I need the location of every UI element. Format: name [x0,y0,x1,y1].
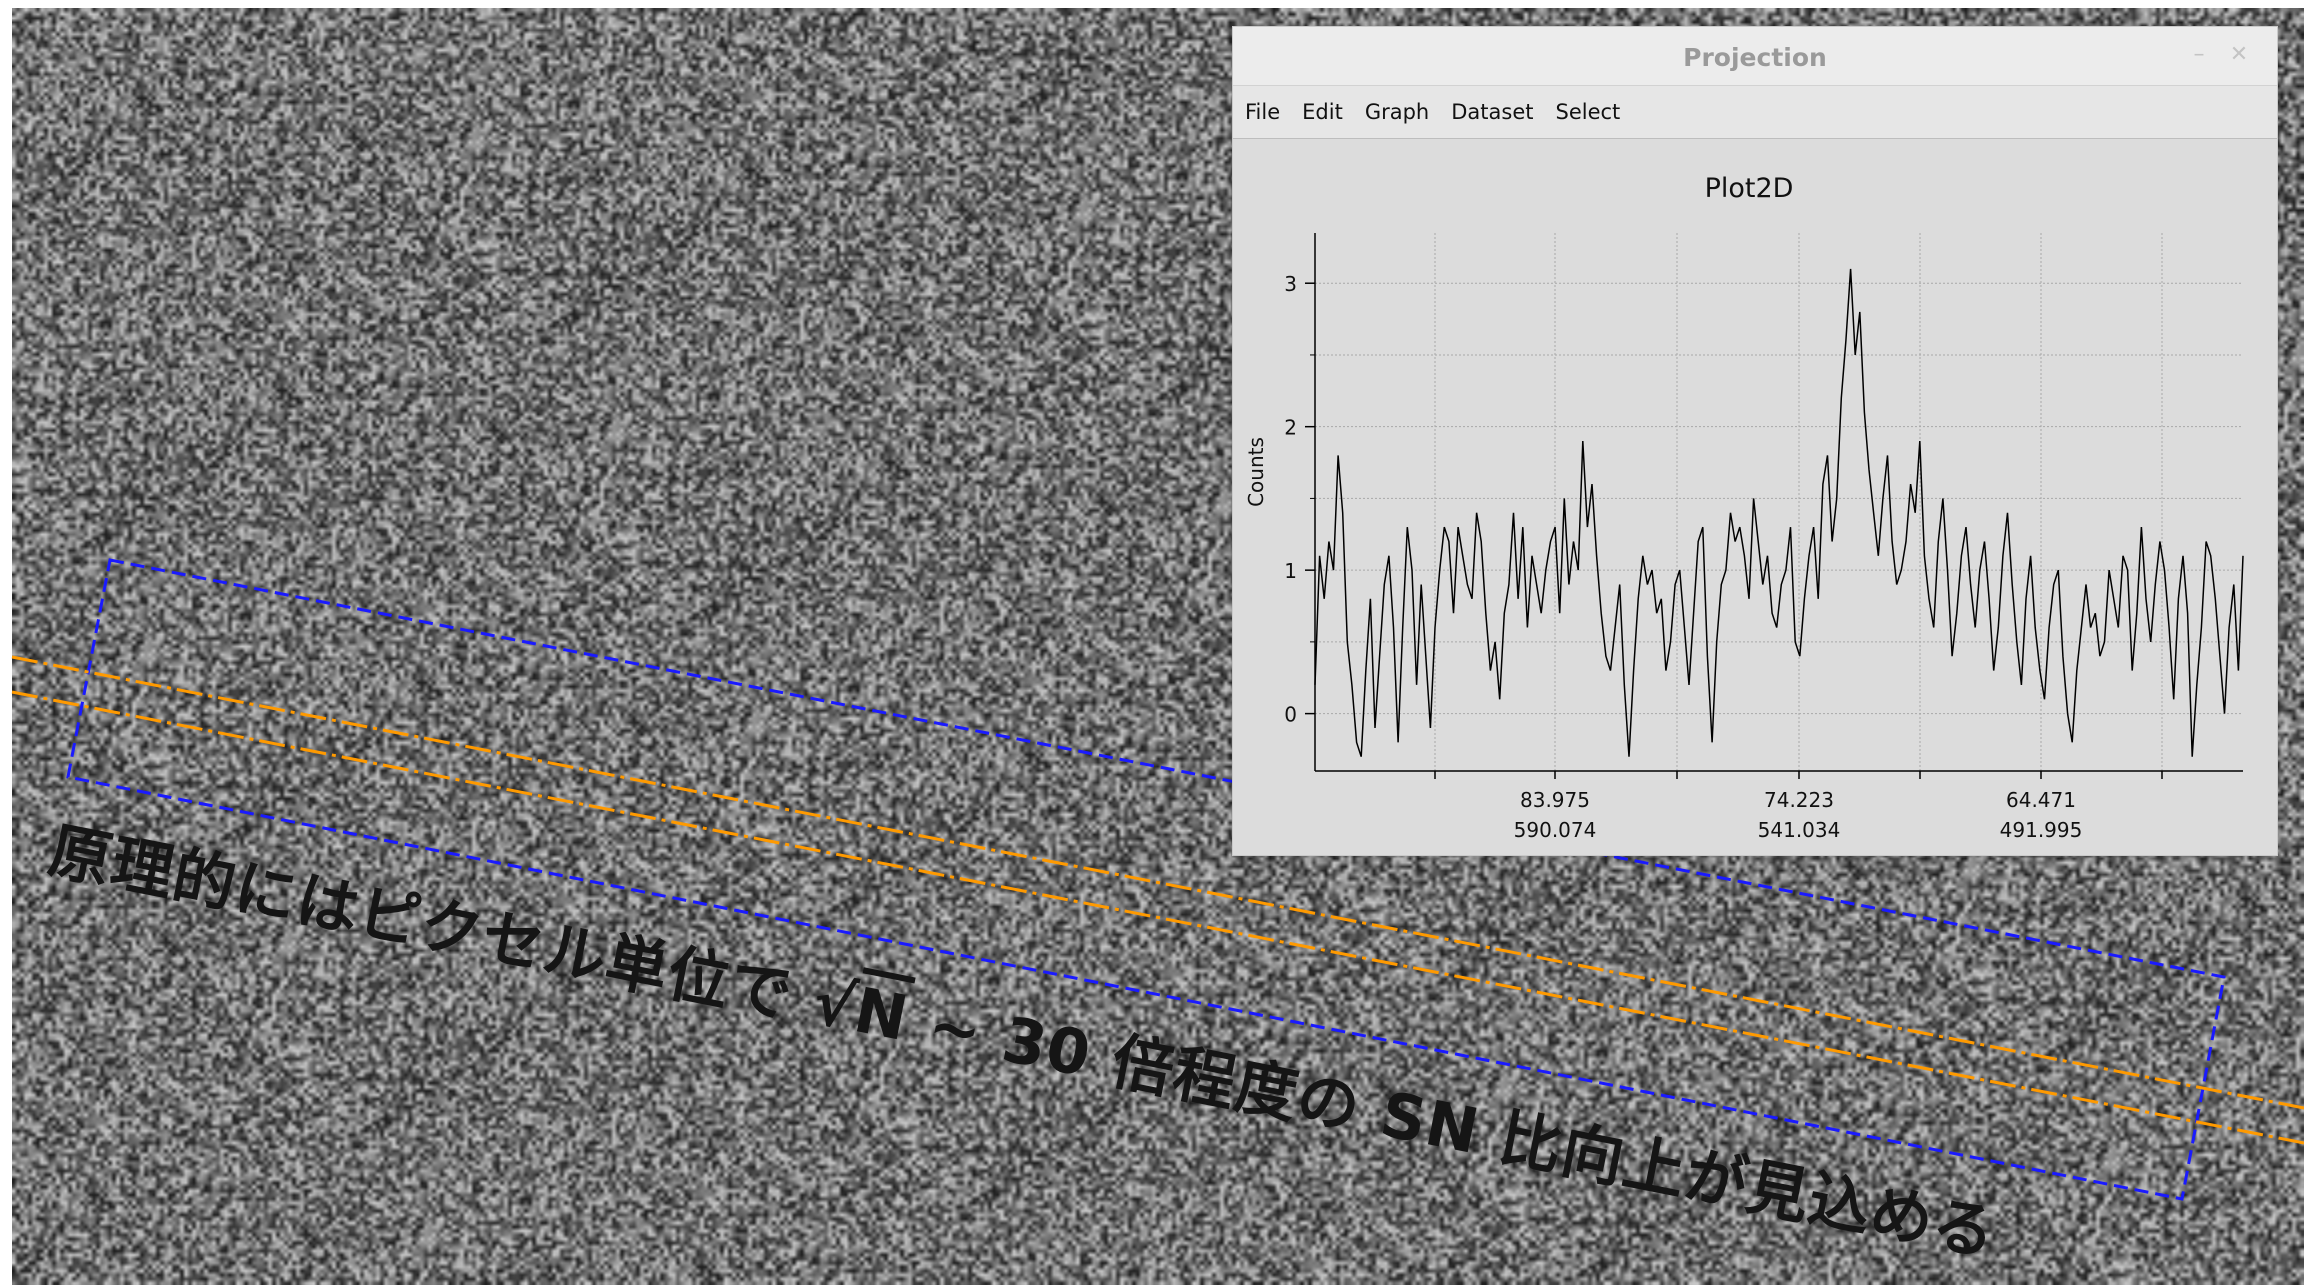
y-tick-label: 0 [1284,703,1297,727]
x-tick-label-bottom: 491.995 [2000,818,2083,842]
y-tick-label: 1 [1284,559,1297,583]
menu-file[interactable]: File [1245,100,1281,124]
projection-line-lower [11,690,2304,1145]
x-tick-label-top: 83.975 [1520,788,1590,812]
close-icon[interactable]: ✕ [2229,42,2249,67]
y-axis-label: Counts [1244,437,1268,507]
menu-dataset[interactable]: Dataset [1451,100,1534,124]
series-line [1314,268,2244,757]
menu-edit[interactable]: Edit [1302,100,1343,124]
y-tick-label: 3 [1284,272,1297,296]
x-tick-label-top: 64.471 [2006,788,2076,812]
y-tick-label: 2 [1284,416,1297,440]
x-tick-label-bottom: 590.074 [1514,818,1597,842]
projection-line-upper [11,655,2304,1110]
projection-window: Projection – ✕ File Edit Graph Dataset S… [1232,26,2278,856]
menu-bar: File Edit Graph Dataset Select [1233,86,2277,139]
window-title: Projection [1683,43,1827,72]
plot2d-chart: Plot2D 0 1 2 3 83.975 590.074 74.223 541.034 64.4… [1244,173,2244,855]
minimize-icon[interactable]: – [2193,42,2205,67]
x-tick-label-bottom: 541.034 [1758,818,1841,842]
menu-select[interactable]: Select [1555,100,1621,124]
menu-graph[interactable]: Graph [1364,100,1430,124]
x-axis-label: image [1716,854,1781,855]
title-bar[interactable]: Projection – ✕ [1233,27,2277,86]
x-tick-label-top: 74.223 [1764,788,1834,812]
chart-title: Plot2D [1705,173,1794,204]
